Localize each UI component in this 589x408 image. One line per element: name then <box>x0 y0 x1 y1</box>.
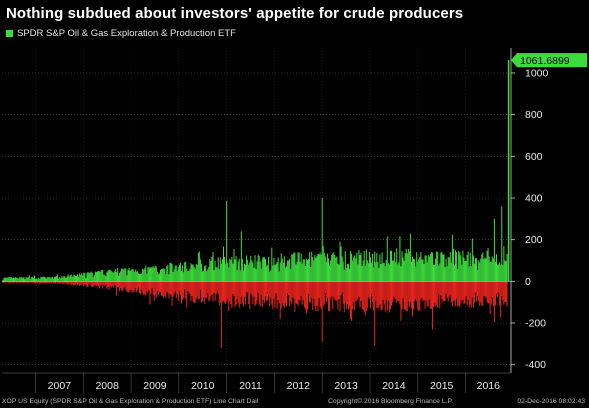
y-tick-label: 1000 <box>525 68 549 80</box>
y-tick-label: -200 <box>525 318 546 330</box>
footer: XOP US Equity (SPDR S&P Oil & Gas Explor… <box>0 396 589 408</box>
footer-timestamp: 02-Dec-2016 08:02:43 <box>517 398 585 405</box>
last-value-marker: 1061.6899 <box>511 53 587 68</box>
y-tick-label: -400 <box>525 359 546 371</box>
x-tick-label: 2007 <box>48 380 72 392</box>
chart-title: Nothing subdued about investors' appetit… <box>6 5 464 22</box>
bars <box>2 60 510 348</box>
grid-lines <box>2 48 511 373</box>
y-tick-label: 600 <box>525 151 543 163</box>
y-tick-label: 800 <box>525 109 543 121</box>
x-tick-label: 2016 <box>477 380 501 392</box>
y-tick-labels: -400 -200 0 200 400 600 800 1000 <box>525 68 549 372</box>
last-value-label: 1061.6899 <box>520 55 570 67</box>
x-tick-label: 2011 <box>239 380 262 392</box>
legend-label: SPDR S&P Oil & Gas Exploration & Product… <box>17 28 236 39</box>
last-value-flag <box>511 53 587 68</box>
footer-source: XOP US Equity (SPDR S&P Oil & Gas Explor… <box>2 398 259 405</box>
legend-swatch <box>6 30 13 37</box>
y-tick-label: 0 <box>525 276 531 288</box>
x-tick-labels: 2007 2008 2009 2010 2011 2012 2013 2014 2015 2016 <box>48 380 500 392</box>
x-tick-label: 2008 <box>95 380 119 392</box>
x-tick-label: 2009 <box>143 380 167 392</box>
x-tick-label: 2013 <box>334 380 358 392</box>
axes <box>2 48 515 393</box>
x-tick-label: 2012 <box>287 380 311 392</box>
y-tick-label: 400 <box>525 193 543 205</box>
x-tick-label: 2010 <box>191 380 215 392</box>
x-tick-label: 2015 <box>430 380 454 392</box>
x-tick-label: 2014 <box>382 380 406 392</box>
footer-copyright: Copyright© 2016 Bloomberg Finance L.P. <box>328 398 454 405</box>
y-tick-label: 200 <box>525 234 543 246</box>
legend: SPDR S&P Oil & Gas Exploration & Product… <box>6 28 236 39</box>
